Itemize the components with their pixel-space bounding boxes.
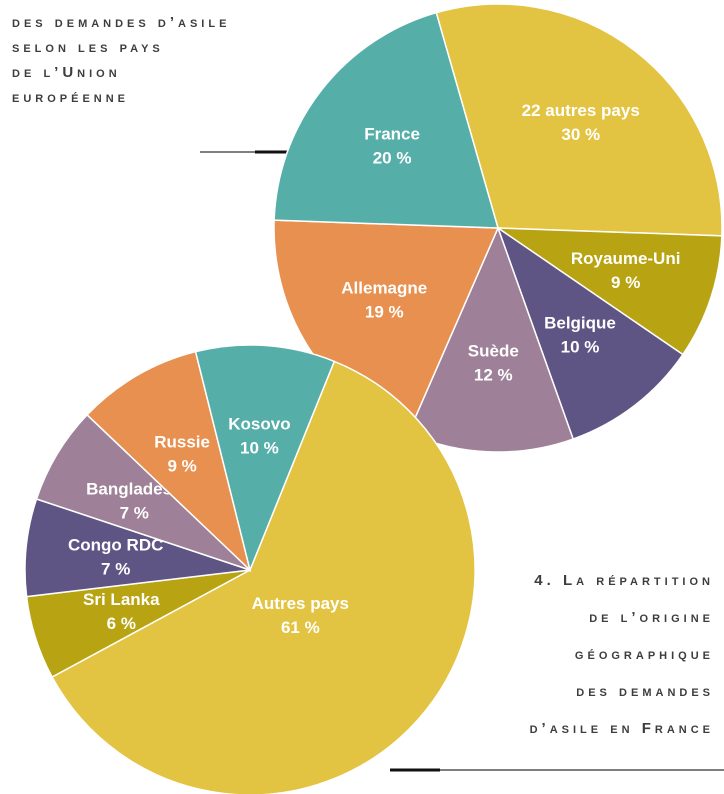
slice-value: 12 %: [474, 365, 513, 384]
pie-slice: [273, 11, 500, 229]
slice-label: Allemagne: [341, 279, 427, 298]
chart-title: des demandes: [576, 683, 714, 700]
slice-value: 6 %: [107, 614, 136, 633]
slice-label: Russie: [154, 432, 210, 451]
pie-slice: [496, 226, 684, 440]
slice-value: 19 %: [365, 303, 404, 322]
slice-value: 7 %: [120, 503, 149, 522]
pie-slice: [435, 3, 723, 237]
slice-value: 30 %: [561, 125, 600, 144]
slice-label: Kosovo: [228, 414, 290, 433]
slice-label: France: [364, 124, 420, 143]
slice-value: 7 %: [101, 559, 130, 578]
chart-title: de l’Union: [12, 64, 121, 81]
slice-value: 9 %: [167, 456, 196, 475]
slice-label: 22 autres pays: [522, 101, 640, 120]
slice-label: Sri Lanka: [83, 590, 160, 609]
chart-title: selon les pays: [12, 39, 164, 56]
chart-title: d’asile en France: [530, 720, 714, 737]
chart-title: européenne: [12, 89, 129, 106]
pie-slice: [194, 344, 336, 573]
chart-title: géographique: [575, 646, 714, 663]
chart-title: des demandes d’asile: [12, 14, 230, 31]
pie-slice: [495, 227, 723, 356]
slice-value: 61 %: [281, 618, 320, 637]
slice-value: 20 %: [373, 148, 412, 167]
slice-label: Autres pays: [252, 594, 349, 613]
pie-slice: [51, 360, 476, 794]
chart-title: 4. La répartition: [534, 572, 714, 589]
slice-value: 9 %: [611, 273, 640, 292]
pie-slice: [86, 350, 252, 573]
chart-title: de l’origine: [589, 609, 714, 626]
slice-label: Suède: [468, 341, 519, 360]
slice-label: Belgique: [544, 313, 616, 332]
slice-value: 10 %: [240, 438, 279, 457]
slice-label: Royaume-Uni: [571, 249, 681, 268]
slice-label: Bangladesh: [86, 479, 182, 498]
slice-value: 10 %: [561, 337, 600, 356]
slice-label: Congo RDC: [68, 535, 163, 554]
